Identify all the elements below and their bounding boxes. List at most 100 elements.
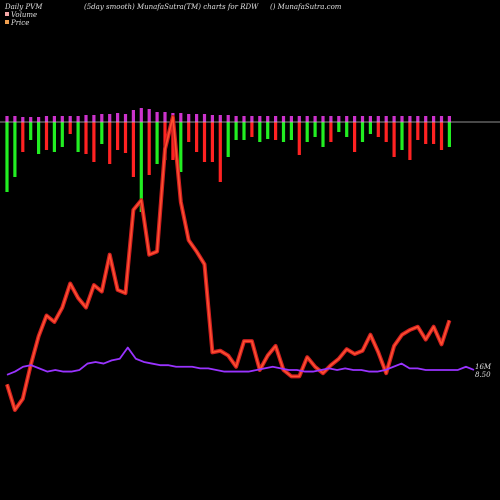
volume-bar-cap bbox=[210, 115, 214, 122]
volume-bar-cap bbox=[439, 116, 444, 122]
volume-scale-label: 16M bbox=[475, 363, 492, 371]
volume-bar bbox=[250, 122, 254, 137]
volume-bar bbox=[179, 122, 183, 172]
volume-bar bbox=[139, 122, 143, 212]
volume-bar bbox=[155, 122, 159, 164]
volume-bar bbox=[258, 122, 262, 142]
volume-bar bbox=[416, 122, 420, 140]
volume-bar bbox=[353, 122, 357, 152]
volume-bar bbox=[116, 122, 120, 150]
volume-bar bbox=[52, 122, 56, 152]
volume-bar-cap bbox=[313, 116, 317, 122]
volume-bar-cap bbox=[76, 116, 80, 122]
volume-bar-cap bbox=[400, 116, 404, 122]
volume-bar-cap bbox=[234, 116, 238, 122]
volume-bar bbox=[234, 122, 238, 140]
volume-bar bbox=[313, 122, 317, 137]
volume-bar-cap bbox=[44, 116, 49, 122]
volume-bar bbox=[100, 122, 104, 144]
volume-bar-cap bbox=[226, 115, 230, 122]
volume-bar bbox=[266, 122, 270, 139]
volume-bar bbox=[376, 122, 380, 137]
volume-bar-cap bbox=[408, 116, 412, 122]
volume-bar-cap bbox=[92, 115, 96, 122]
volume-bar-cap bbox=[250, 116, 254, 122]
volume-bar bbox=[289, 122, 293, 140]
volume-bar-cap bbox=[297, 116, 301, 122]
volume-bar bbox=[171, 122, 175, 160]
volume-bar bbox=[13, 122, 17, 177]
volume-bar bbox=[274, 122, 278, 140]
volume-bar-cap bbox=[21, 117, 25, 122]
volume-bar bbox=[305, 122, 309, 142]
volume-bar bbox=[60, 122, 64, 147]
price-scale-label: 8.50 bbox=[475, 371, 491, 379]
volume-bar bbox=[21, 122, 25, 152]
volume-bar-cap bbox=[281, 116, 286, 122]
volume-bar-cap bbox=[432, 116, 436, 122]
volume-bar-cap bbox=[337, 116, 341, 122]
volume-bar bbox=[242, 122, 246, 140]
volume-bar bbox=[131, 122, 135, 177]
volume-bar-cap bbox=[84, 115, 88, 122]
volume-bar bbox=[432, 122, 436, 144]
volume-bar bbox=[202, 122, 207, 162]
volume-bar bbox=[392, 122, 396, 157]
volume-bar bbox=[195, 122, 199, 152]
volume-bar-cap bbox=[147, 109, 151, 122]
volume-bar-cap bbox=[60, 116, 64, 122]
volume-bar-cap bbox=[329, 116, 333, 122]
volume-bar-cap bbox=[179, 113, 183, 122]
chart-header-title: (5day smooth) MunafaSutra(TM) charts for… bbox=[84, 3, 259, 11]
volume-bar bbox=[321, 122, 325, 147]
volume-bar-cap bbox=[52, 116, 56, 122]
volume-bar bbox=[44, 122, 49, 150]
volume-bar-cap bbox=[392, 116, 396, 122]
volume-bar-cap bbox=[376, 116, 380, 122]
volume-bar-cap bbox=[100, 114, 104, 122]
volume-bar-cap bbox=[187, 114, 191, 122]
volume-bar bbox=[68, 122, 72, 134]
chart-header-source: () MunafaSutra.com bbox=[270, 3, 342, 11]
chart-header-left: Daily PVM bbox=[5, 3, 43, 11]
volume-bar bbox=[447, 122, 451, 147]
volume-bar-cap bbox=[5, 116, 9, 122]
volume-bar bbox=[424, 122, 428, 144]
volume-bar-cap bbox=[384, 116, 388, 122]
volume-bar-cap bbox=[29, 117, 33, 122]
volume-bar bbox=[187, 122, 191, 142]
volume-bar bbox=[400, 122, 404, 150]
legend-volume-label: Volume bbox=[11, 11, 38, 19]
volume-bar bbox=[297, 122, 301, 155]
legend-price-swatch bbox=[5, 20, 9, 24]
volume-bar bbox=[210, 122, 214, 162]
legend-price: Price bbox=[5, 19, 29, 27]
volume-bar-cap bbox=[163, 112, 167, 122]
volume-bar-cap bbox=[447, 116, 451, 122]
volume-bar-cap bbox=[155, 112, 159, 122]
volume-bar-cap bbox=[424, 116, 428, 122]
volume-bar bbox=[345, 122, 349, 137]
volume-bar bbox=[76, 122, 80, 152]
volume-bar bbox=[226, 122, 230, 157]
volume-bar-cap bbox=[258, 116, 262, 122]
volume-bar bbox=[329, 122, 333, 142]
volume-bar-cap bbox=[274, 116, 278, 122]
volume-bar bbox=[360, 122, 365, 142]
volume-bar-cap bbox=[242, 116, 246, 122]
volume-bar bbox=[368, 122, 372, 134]
volume-bar-cap bbox=[202, 114, 207, 122]
volume-bar-cap bbox=[37, 117, 41, 122]
volume-bar-cap bbox=[353, 116, 357, 122]
volume-bar-cap bbox=[360, 116, 365, 122]
volume-bar-cap bbox=[416, 116, 420, 122]
volume-bar bbox=[337, 122, 341, 132]
volume-bar-cap bbox=[345, 116, 349, 122]
volume-bar-cap bbox=[289, 116, 293, 122]
volume-bar bbox=[281, 122, 286, 142]
volume-bar-cap bbox=[139, 108, 143, 122]
volume-bar bbox=[5, 122, 9, 192]
volume-bar-cap bbox=[266, 116, 270, 122]
legend-volume: Volume bbox=[5, 11, 37, 19]
